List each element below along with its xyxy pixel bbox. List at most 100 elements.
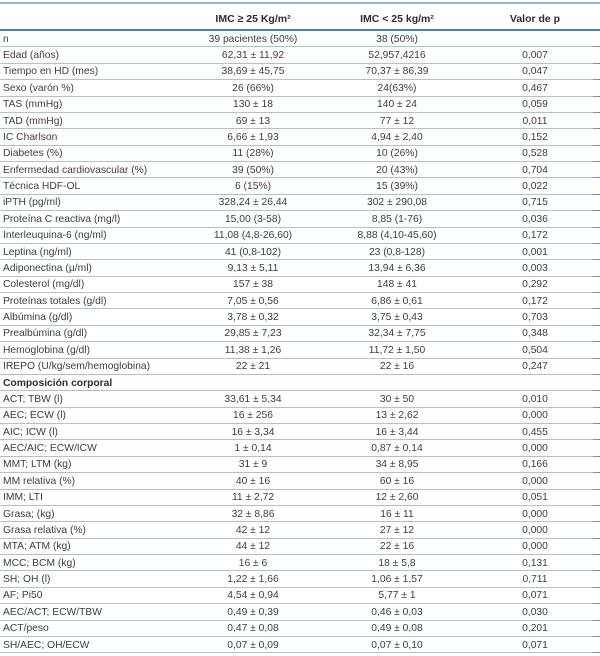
- row-label: TAS (mmHg): [3, 99, 63, 111]
- value-imc-lt-25: 18 ± 5,8: [378, 557, 416, 569]
- table-row: Enfermedad cardiovascular (%) 39 (50%) 2…: [0, 162, 600, 179]
- table-row: MM relativa (%) 40 ± 16 60 ± 16 0,000: [0, 473, 600, 490]
- value-p: 0,003: [522, 262, 548, 274]
- value-imc-ge-25: 157 ± 38: [232, 279, 273, 291]
- value-imc-ge-25: 42 ± 12: [235, 524, 271, 536]
- row-label: AF; Pi50: [3, 590, 43, 602]
- row-label: IC Charlson: [3, 131, 58, 143]
- value-p: 0,000: [522, 443, 548, 455]
- row-label: AEC/ACT; ECW/TBW: [3, 606, 102, 618]
- value-imc-ge-25: 31 ± 9: [238, 459, 268, 471]
- table-row: AEC; ECW (l) 16 ± 256 13 ± 2,62 0,000: [0, 408, 600, 425]
- row-label: MTA; ATM (kg): [3, 541, 71, 553]
- value-imc-ge-25: 0,07 ± 0,09: [227, 639, 279, 651]
- value-p: 0,030: [522, 606, 548, 618]
- value-imc-lt-25: 0,49 ± 0,08: [371, 623, 423, 635]
- value-imc-ge-25: 62,31 ± 11,92: [221, 50, 285, 62]
- value-p: 0,000: [522, 508, 548, 520]
- value-imc-ge-25: 6,66 ± 1,93: [227, 131, 279, 143]
- value-imc-ge-25: 9,13 ± 5,11: [227, 262, 279, 274]
- value-p: 0,247: [522, 361, 548, 373]
- table-row: Técnica HDF-OL 6 (15%) 15 (39%) 0,022: [0, 178, 600, 196]
- value-imc-lt-25: 23 (0,8-128): [368, 246, 426, 258]
- table-row: n 39 pacientes (50%) 38 (50%): [0, 31, 600, 48]
- value-imc-ge-25: 11,38 ± 1,26: [224, 344, 282, 356]
- value-p: 0,071: [522, 590, 548, 602]
- value-p: 0,047: [522, 66, 548, 78]
- value-imc-ge-25: 22 ± 21: [235, 361, 271, 373]
- value-imc-ge-25: 11 ± 2,72: [231, 492, 275, 504]
- row-label: TAD (mmHg): [3, 115, 63, 127]
- value-imc-ge-25: 16 ± 6: [238, 557, 268, 569]
- value-imc-ge-25: 69 ± 13: [235, 115, 271, 127]
- row-label: Diabetes (%): [3, 148, 63, 160]
- value-imc-lt-25: 38 (50%): [376, 33, 418, 45]
- table-row: Adiponectina (μ/ml) 9,13 ± 5,11 13,94 ± …: [0, 260, 600, 278]
- value-imc-ge-25: 0,47 ± 0,08: [227, 623, 279, 635]
- value-p: 0,000: [522, 475, 548, 487]
- value-p: 0,001: [522, 246, 548, 258]
- value-imc-lt-25: 0,46 ± 0,03: [371, 606, 423, 618]
- value-p: 0,711: [522, 574, 548, 586]
- value-imc-ge-25: 4,54 ± 0,94: [227, 590, 279, 602]
- value-imc-lt-25: 27 ± 12: [379, 524, 415, 536]
- value-imc-lt-25: 0,07 ± 0,10: [371, 639, 423, 651]
- column-header-imc-lt-25: IMC < 25 kg/m²: [360, 13, 434, 25]
- value-p: 0,051: [522, 492, 548, 504]
- value-imc-lt-25: 52,957,4216: [368, 50, 426, 62]
- row-label: Interleuquina-6 (ng/ml): [3, 230, 107, 242]
- value-imc-ge-25: 11 (28%): [232, 148, 274, 160]
- value-p: 0,172: [522, 230, 548, 242]
- table-row: Composición corporal: [0, 375, 600, 392]
- value-imc-lt-25: 24(63%): [377, 82, 417, 94]
- row-label: Leptina (ng/ml): [3, 246, 72, 258]
- value-p: 0,172: [522, 295, 548, 307]
- row-label: Tiempo en HD (mes): [3, 66, 99, 78]
- row-label: AEC; ECW (l): [3, 410, 66, 422]
- value-imc-lt-25: 140 ± 24: [376, 99, 417, 111]
- value-imc-ge-25: 38,69 ± 45,75: [221, 66, 285, 78]
- value-p: 0,166: [522, 459, 548, 471]
- row-label: Adiponectina (μ/ml): [3, 262, 92, 274]
- row-label: Sexo (varón %): [3, 82, 74, 94]
- value-p: 0,528: [522, 148, 548, 160]
- table-top-rule: [0, 2, 600, 4]
- table-row: Edad (años) 62,31 ± 11,92 52,957,4216 0,…: [0, 47, 600, 65]
- value-imc-lt-25: 1,06 ± 1,57: [371, 574, 423, 586]
- value-imc-ge-25: 1 ± 0,14: [234, 443, 272, 455]
- row-label: IMM; LTI: [3, 492, 43, 504]
- row-label: Colesterol (mg/dl): [3, 279, 85, 291]
- row-label: IREPO (U/kg/sem/hemoglobina): [3, 361, 151, 373]
- value-imc-lt-25: 77 ± 12: [379, 115, 415, 127]
- value-imc-lt-25: 16 ± 3,44: [375, 426, 419, 438]
- table-row: Hemoglobina (g/dl) 11,38 ± 1,26 11,72 ± …: [0, 342, 600, 359]
- row-label: MCC; BCM (kg): [3, 557, 76, 569]
- row-label: Albúmina (g/dl): [3, 312, 73, 324]
- table-row: AIC; ICW (l) 16 ± 3,34 16 ± 3,44 0,455: [0, 424, 600, 441]
- table-row: ACT; TBW (l) 33,61 ± 5,34 30 ± 50 0,010: [0, 391, 600, 409]
- value-imc-lt-25: 11,72 ± 1,50: [368, 344, 426, 356]
- value-imc-lt-25: 13 ± 2,62: [375, 410, 419, 422]
- value-imc-ge-25: 6 (15%): [234, 181, 272, 193]
- value-imc-lt-25: 13,94 ± 6,36: [368, 262, 426, 274]
- value-imc-lt-25: 15 (39%): [376, 181, 418, 193]
- value-p: 0,000: [522, 524, 548, 536]
- table-row: iPTH (pg/ml) 328,24 ± 26,44 302 ± 290,08…: [0, 195, 600, 212]
- value-imc-lt-25: 12 ± 2,60: [375, 492, 419, 504]
- table-row: Grasa; (kg) 32 ± 8,86 16 ± 11 0,000: [0, 506, 600, 523]
- value-imc-lt-25: 70,37 ± 86,39: [365, 66, 429, 78]
- value-imc-lt-25: 34 ± 8,95: [375, 459, 419, 471]
- value-p: 0,348: [522, 328, 548, 340]
- table-row: MTA; ATM (kg) 44 ± 12 22 ± 16 0,000: [0, 539, 600, 556]
- value-p: 0,000: [522, 541, 548, 553]
- value-imc-lt-25: 3,75 ± 0,43: [371, 312, 423, 324]
- table-header-row: IMC ≥ 25 Kg/m² IMC < 25 kg/m² Valor de p: [0, 4, 600, 31]
- value-p: 0,292: [522, 279, 548, 291]
- value-imc-ge-25: 33,61 ± 5,34: [224, 393, 282, 405]
- column-header-imc-ge-25: IMC ≥ 25 Kg/m²: [215, 13, 291, 25]
- value-imc-lt-25: 16 ± 11: [380, 508, 414, 520]
- table-row: AEC/AIC; ECW/ICW 1 ± 0,14 0,87 ± 0,14 0,…: [0, 440, 600, 458]
- row-label: MM relativa (%): [3, 475, 76, 487]
- row-label: Hemoglobina (g/dl): [3, 344, 90, 356]
